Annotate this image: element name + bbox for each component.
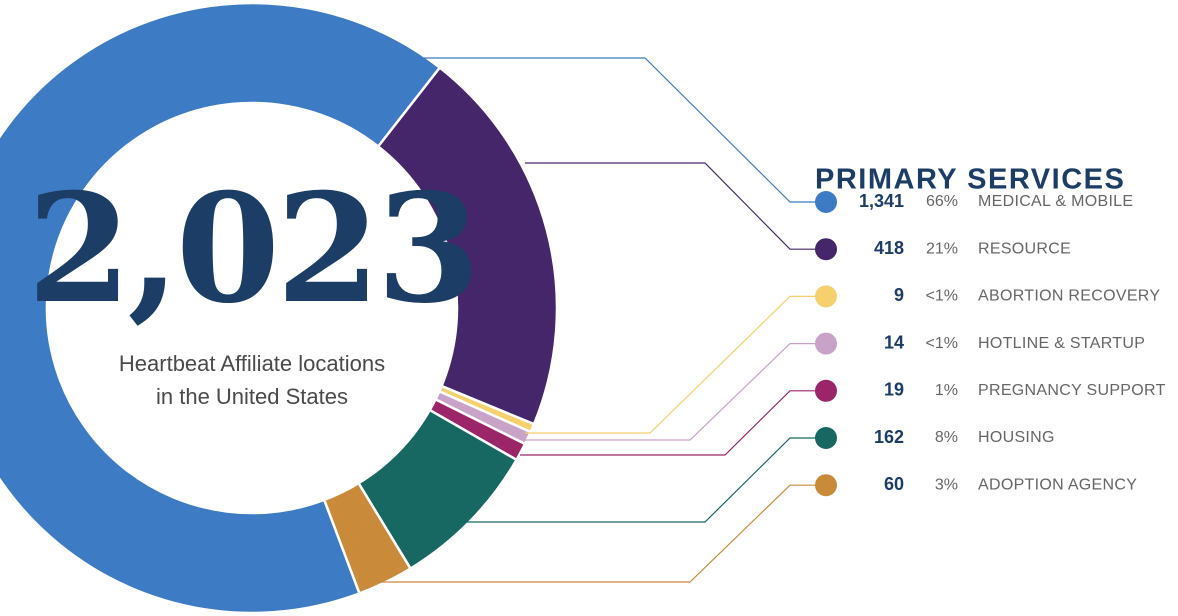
legend-value: 60 (884, 474, 904, 494)
legend-label: ADOPTION AGENCY (978, 476, 1137, 493)
legend-label: HOUSING (978, 429, 1055, 446)
legend-percent: <1% (926, 288, 958, 305)
donut (0, 1, 559, 615)
legend-percent: 66% (926, 193, 958, 210)
leader-line (525, 162, 826, 250)
legend-percent: 3% (935, 476, 958, 493)
slice (0, 1, 442, 615)
slice (376, 65, 559, 426)
legend-percent: <1% (926, 335, 958, 352)
legend-dot (815, 332, 837, 355)
legend-label: HOTLINE & STARTUP (978, 335, 1145, 352)
leader-lines (375, 57, 826, 583)
legend-value: 14 (884, 332, 904, 352)
leader-line (520, 390, 826, 456)
leader-line (420, 57, 826, 203)
legend-value: 1,341 (859, 191, 904, 211)
legend-dot (815, 238, 837, 261)
legend-percent: 21% (926, 240, 958, 257)
legend-value: 19 (884, 380, 904, 400)
legend-title: PRIMARY SERVICES (815, 164, 1125, 196)
total: 2,023 (27, 161, 477, 337)
leader-line (525, 295, 826, 434)
legend-percent: 8% (935, 429, 958, 446)
leader-line (525, 343, 826, 441)
center-text: Heartbeat Affiliate locations (119, 351, 385, 376)
legend-label: MEDICAL & MOBILE (978, 193, 1133, 210)
legend-value: 418 (874, 238, 904, 258)
leader-line (375, 484, 826, 583)
slice (322, 481, 413, 596)
legend-value: 162 (874, 427, 904, 447)
legend-percent: 1% (935, 382, 958, 399)
leader-line (455, 437, 826, 523)
legend-dot (815, 285, 837, 308)
legend-dot (815, 379, 837, 402)
legend-label: ABORTION RECOVERY (978, 288, 1160, 305)
legend-label: RESOURCE (978, 240, 1071, 257)
legend-dot (815, 474, 837, 497)
legend-label: PREGNANCY SUPPORT (978, 382, 1166, 399)
legend-dot (815, 191, 837, 213)
center-text: in the United States (156, 384, 348, 409)
legend-dot (815, 427, 837, 449)
legend-value: 9 (894, 285, 904, 305)
